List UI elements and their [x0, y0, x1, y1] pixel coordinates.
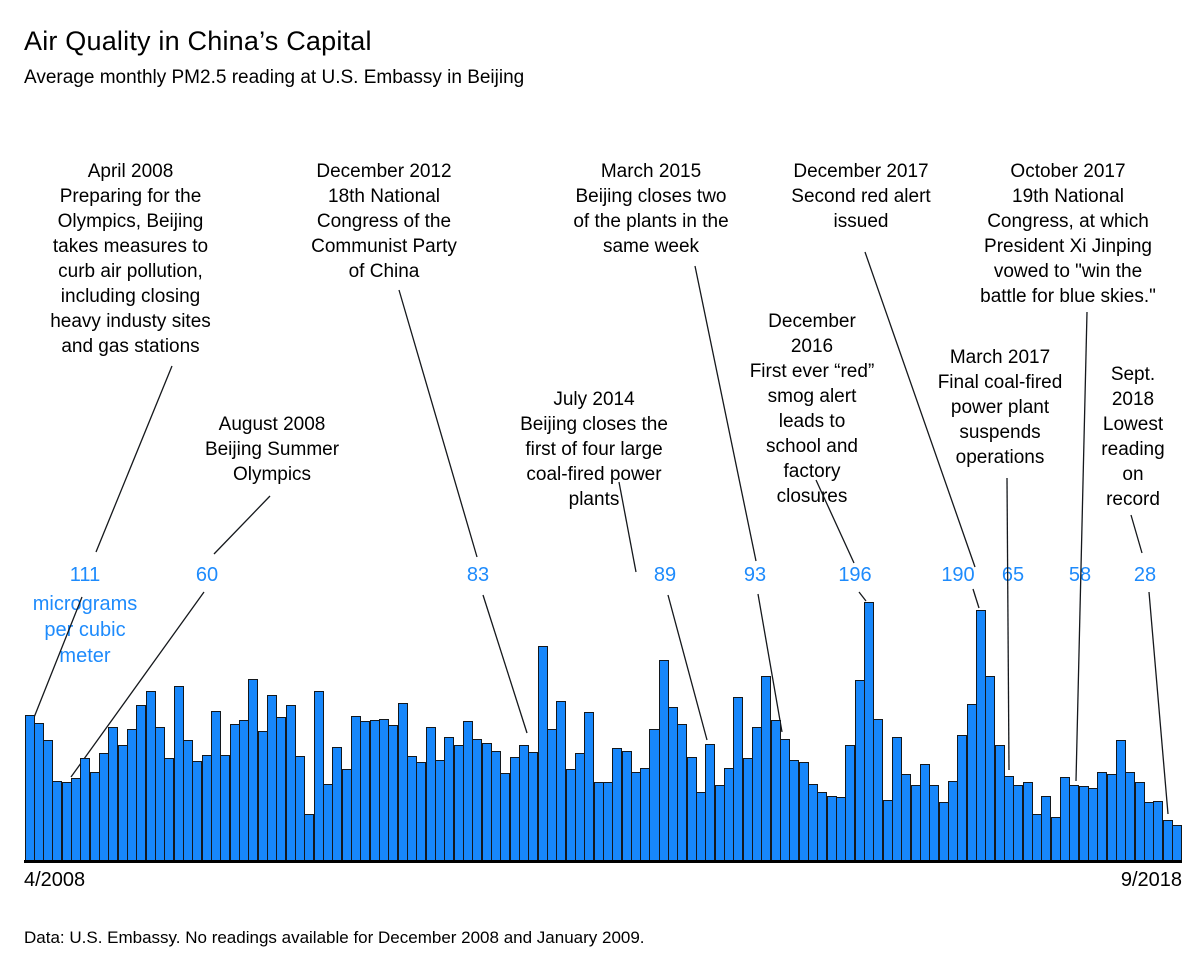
annotation-december-2016: December 2016 First ever “red” smog aler…: [749, 311, 875, 507]
leader-line: [972, 588, 980, 609]
value-label-60: 60: [195, 564, 219, 586]
annotation-sept-2018: Sept. 2018 Lowest reading on record: [1101, 364, 1165, 510]
value-label-65: 65: [1001, 564, 1025, 586]
annotation-april-2008: April 2008 Preparing for the Olympics, B…: [50, 161, 211, 357]
page-title: Air Quality in China’s Capital: [24, 26, 372, 56]
value-label-58: 58: [1068, 564, 1092, 586]
leader-line: [95, 365, 173, 553]
leader-line: [482, 594, 528, 734]
source-footnote: Data: U.S. Embassy. No readings availabl…: [24, 928, 645, 947]
value-label-196: 196: [838, 564, 872, 586]
annotation-july-2014: July 2014 Beijing closes the first of fo…: [520, 389, 668, 510]
leader-line: [1148, 591, 1169, 815]
x-axis-end-label: 9/2018: [1120, 869, 1182, 891]
x-axis-start-label: 4/2008: [24, 869, 86, 891]
annotation-march-2015: March 2015 Beijing closes two of the pla…: [573, 161, 729, 257]
leader-line: [213, 495, 271, 555]
annotation-october-2017: October 2017 19th National Congress, at …: [980, 161, 1156, 307]
annotation-december-2012: December 2012 18th National Congress of …: [311, 161, 457, 282]
leader-line: [858, 591, 867, 602]
annotation-august-2008: August 2008 Beijing Summer Olympics: [204, 414, 340, 485]
bar: [1171, 824, 1182, 862]
annotation-march-2017: March 2017 Final coal-fired power plant …: [937, 347, 1063, 468]
value-label-93: 93: [743, 564, 767, 586]
value-label-28: 28: [1133, 564, 1157, 586]
chart-subtitle: Average monthly PM2.5 reading at U.S. Em…: [24, 67, 525, 88]
annotation-december-2017: December 2017 Second red alert issued: [791, 161, 931, 232]
bar: [313, 690, 324, 862]
value-label-83: 83: [466, 564, 490, 586]
value-label-89: 89: [653, 564, 677, 586]
leader-line: [1006, 477, 1010, 771]
unit-label: micrograms per cubic meter: [32, 593, 138, 667]
leader-line: [398, 289, 478, 558]
leader-line: [1130, 514, 1143, 554]
value-label-190: 190: [941, 564, 975, 586]
value-label-111: 111: [69, 564, 101, 586]
bar: [295, 755, 306, 862]
bar: [873, 718, 884, 862]
x-axis-line: [24, 860, 1182, 863]
